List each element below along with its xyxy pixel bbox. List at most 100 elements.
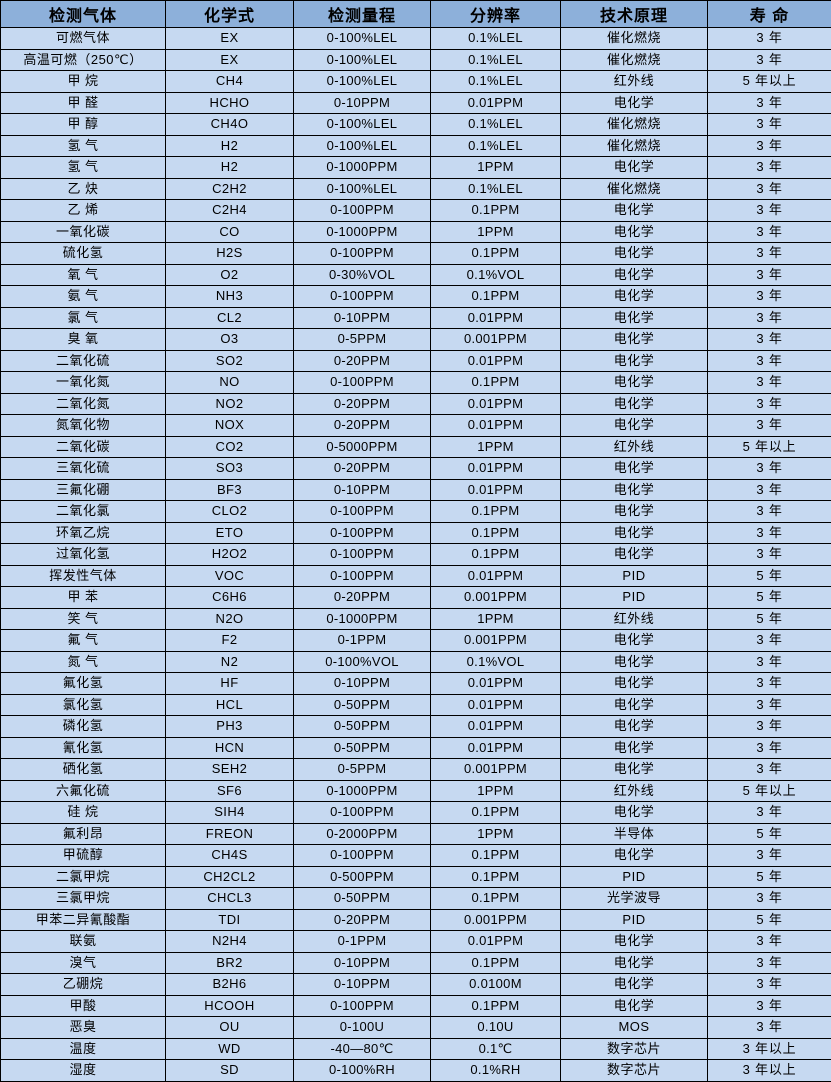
detection-range-cell: 0-50PPM [294, 737, 431, 759]
gas-name-cell: 氟利昂 [1, 823, 166, 845]
column-header-principle: 技术原理 [561, 1, 708, 28]
chemical-formula-cell: F2 [166, 630, 294, 652]
detection-range-cell: 0-100PPM [294, 802, 431, 824]
detection-range-cell: 0-20PPM [294, 415, 431, 437]
resolution-cell: 0.1PPM [431, 372, 561, 394]
resolution-cell: 1PPM [431, 780, 561, 802]
gas-name-cell: 可燃气体 [1, 28, 166, 50]
resolution-cell: 0.0100M [431, 974, 561, 996]
technology-principle-cell: 电化学 [561, 479, 708, 501]
resolution-cell: 0.01PPM [431, 415, 561, 437]
service-life-cell: 3 年 [708, 673, 831, 695]
chemical-formula-cell: TDI [166, 909, 294, 931]
chemical-formula-cell: VOC [166, 565, 294, 587]
chemical-formula-cell: ETO [166, 522, 294, 544]
service-life-cell: 3 年 [708, 458, 831, 480]
service-life-cell: 3 年 [708, 716, 831, 738]
technology-principle-cell: PID [561, 587, 708, 609]
technology-principle-cell: 催化燃烧 [561, 114, 708, 136]
resolution-cell: 0.1℃ [431, 1038, 561, 1060]
column-header-life: 寿 命 [708, 1, 831, 28]
service-life-cell: 3 年 [708, 1017, 831, 1039]
technology-principle-cell: 电化学 [561, 759, 708, 781]
gas-name-cell: 氢 气 [1, 157, 166, 179]
resolution-cell: 0.1%VOL [431, 651, 561, 673]
chemical-formula-cell: SD [166, 1060, 294, 1082]
service-life-cell: 3 年 [708, 243, 831, 265]
gas-name-cell: 氮氧化物 [1, 415, 166, 437]
chemical-formula-cell: SIH4 [166, 802, 294, 824]
technology-principle-cell: 电化学 [561, 307, 708, 329]
detection-range-cell: 0-500PPM [294, 866, 431, 888]
chemical-formula-cell: N2O [166, 608, 294, 630]
service-life-cell: 3 年 [708, 307, 831, 329]
resolution-cell: 0.1PPM [431, 866, 561, 888]
gas-name-cell: 氯化氢 [1, 694, 166, 716]
resolution-cell: 0.1%VOL [431, 264, 561, 286]
service-life-cell: 3 年 [708, 49, 831, 71]
detection-range-cell: 0-10PPM [294, 92, 431, 114]
detection-range-cell: 0-100PPM [294, 372, 431, 394]
technology-principle-cell: 数字芯片 [561, 1060, 708, 1082]
detection-range-cell: 0-100PPM [294, 286, 431, 308]
gas-name-cell: 六氟化硫 [1, 780, 166, 802]
chemical-formula-cell: N2H4 [166, 931, 294, 953]
detection-range-cell: 0-100%RH [294, 1060, 431, 1082]
chemical-formula-cell: CHCL3 [166, 888, 294, 910]
resolution-cell: 0.1%LEL [431, 28, 561, 50]
chemical-formula-cell: FREON [166, 823, 294, 845]
gas-name-cell: 乙 炔 [1, 178, 166, 200]
service-life-cell: 3 年 [708, 28, 831, 50]
table-header: 检测气体 化学式 检测量程 分辨率 技术原理 寿 命 [1, 1, 831, 28]
technology-principle-cell: 红外线 [561, 780, 708, 802]
technology-principle-cell: PID [561, 909, 708, 931]
chemical-formula-cell: H2 [166, 135, 294, 157]
technology-principle-cell: 红外线 [561, 436, 708, 458]
service-life-cell: 5 年 [708, 866, 831, 888]
service-life-cell: 5 年以上 [708, 71, 831, 93]
chemical-formula-cell: SEH2 [166, 759, 294, 781]
detection-range-cell: 0-50PPM [294, 716, 431, 738]
service-life-cell: 3 年 [708, 802, 831, 824]
service-life-cell: 3 年 [708, 737, 831, 759]
chemical-formula-cell: EX [166, 28, 294, 50]
technology-principle-cell: 电化学 [561, 952, 708, 974]
chemical-formula-cell: N2 [166, 651, 294, 673]
detection-range-cell: 0-50PPM [294, 888, 431, 910]
chemical-formula-cell: SO3 [166, 458, 294, 480]
detection-range-cell: 0-10PPM [294, 673, 431, 695]
detection-range-cell: 0-1000PPM [294, 780, 431, 802]
chemical-formula-cell: CL2 [166, 307, 294, 329]
service-life-cell: 5 年 [708, 608, 831, 630]
gas-name-cell: 二氧化碳 [1, 436, 166, 458]
resolution-cell: 0.001PPM [431, 329, 561, 351]
gas-name-cell: 氟 气 [1, 630, 166, 652]
technology-principle-cell: 电化学 [561, 651, 708, 673]
technology-principle-cell: 电化学 [561, 694, 708, 716]
detection-range-cell: 0-50PPM [294, 694, 431, 716]
detection-range-cell: 0-20PPM [294, 909, 431, 931]
detection-range-cell: 0-100PPM [294, 845, 431, 867]
chemical-formula-cell: B2H6 [166, 974, 294, 996]
service-life-cell: 3 年 [708, 329, 831, 351]
gas-name-cell: 甲硫醇 [1, 845, 166, 867]
detection-range-cell: 0-10PPM [294, 307, 431, 329]
technology-principle-cell: 半导体 [561, 823, 708, 845]
detection-range-cell: 0-100PPM [294, 501, 431, 523]
chemical-formula-cell: CH4 [166, 71, 294, 93]
detection-range-cell: 0-5000PPM [294, 436, 431, 458]
